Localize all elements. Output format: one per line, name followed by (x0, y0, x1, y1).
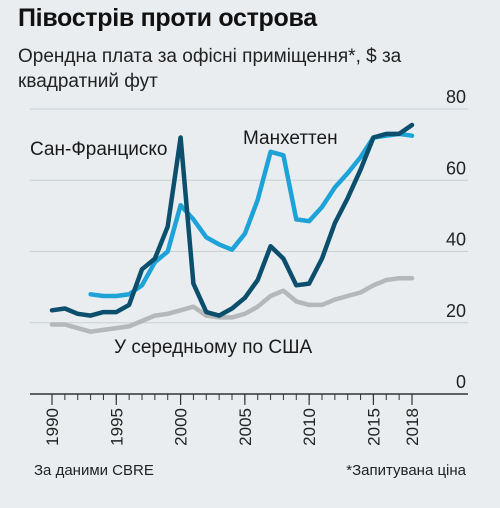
chart-subtitle: Орендна плата за офісні приміщення*, $ з… (18, 46, 402, 92)
series-line-1 (88, 131, 415, 299)
x-tick-label: 2018 (403, 408, 422, 446)
y-tick-label: 0 (456, 372, 466, 392)
series-label: У середньому по США (114, 337, 313, 358)
x-tick-label: 1990 (43, 408, 62, 446)
series-line-2 (49, 275, 415, 334)
chart-title: Півострів проти острова (18, 4, 317, 32)
source-note: За даними CBRE (34, 462, 154, 479)
series-label: Манхеттен (243, 128, 338, 149)
x-tick-label: 2005 (236, 408, 255, 446)
y-tick-label: 60 (446, 158, 466, 178)
x-tick-label: 2015 (364, 408, 383, 446)
y-tick-label: 80 (446, 87, 466, 107)
x-tick-label: 2010 (300, 408, 319, 446)
y-tick-label: 20 (446, 301, 466, 321)
x-tick-label: 2000 (172, 408, 191, 446)
y-tick-label: 40 (446, 230, 466, 250)
series-label: Сан-Франциско (30, 139, 167, 160)
footnote: *Запитувана ціна (346, 462, 466, 479)
series-line-0 (49, 122, 415, 318)
x-tick-label: 1995 (107, 408, 126, 446)
